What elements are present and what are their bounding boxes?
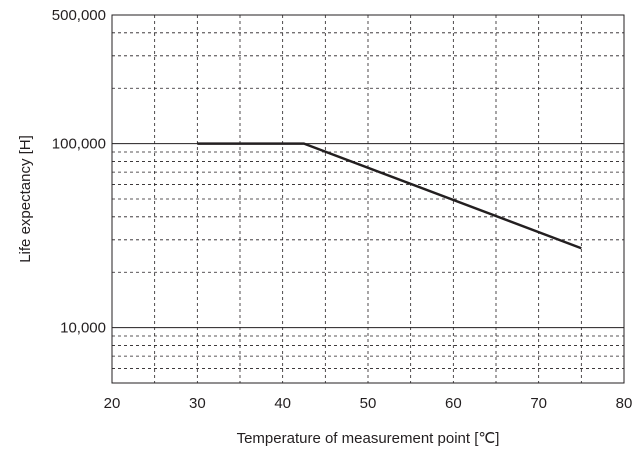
x-tick-label: 30 <box>189 395 206 412</box>
series-line <box>197 142 582 250</box>
plot-frame <box>111 14 625 384</box>
x-tick-label: 50 <box>360 395 377 412</box>
x-axis-title: Temperature of measurement point [℃] <box>237 430 500 447</box>
x-tick-label: 60 <box>445 395 462 412</box>
y-axis-ticks: 10,000 100,000 500,000 <box>52 7 106 337</box>
y-tick-label: 500,000 <box>52 7 106 24</box>
y-axis-title: Life expectancy [H] <box>17 135 34 263</box>
x-tick-label: 40 <box>274 395 291 412</box>
x-tick-label: 20 <box>104 395 121 412</box>
x-axis-ticks: 20 30 40 50 60 70 80 <box>104 395 633 412</box>
x-tick-label: 80 <box>616 395 633 412</box>
x-tick-label: 70 <box>530 395 547 412</box>
grid <box>112 15 624 383</box>
y-tick-label: 100,000 <box>52 136 106 153</box>
y-tick-label: 10,000 <box>60 320 106 337</box>
series <box>197 142 582 250</box>
